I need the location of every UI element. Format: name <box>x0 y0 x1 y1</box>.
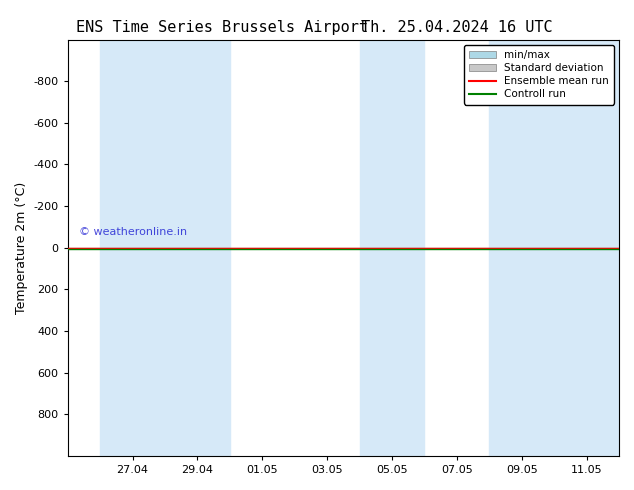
Bar <box>165 40 230 456</box>
Bar <box>100 40 165 456</box>
Y-axis label: Temperature 2m (°C): Temperature 2m (°C) <box>15 182 28 314</box>
Bar <box>489 40 619 456</box>
Text: ENS Time Series Brussels Airport: ENS Time Series Brussels Airport <box>76 20 368 35</box>
Text: © weatheronline.in: © weatheronline.in <box>79 227 187 237</box>
Text: Th. 25.04.2024 16 UTC: Th. 25.04.2024 16 UTC <box>361 20 552 35</box>
Bar <box>359 40 424 456</box>
Legend: min/max, Standard deviation, Ensemble mean run, Controll run: min/max, Standard deviation, Ensemble me… <box>464 45 614 104</box>
